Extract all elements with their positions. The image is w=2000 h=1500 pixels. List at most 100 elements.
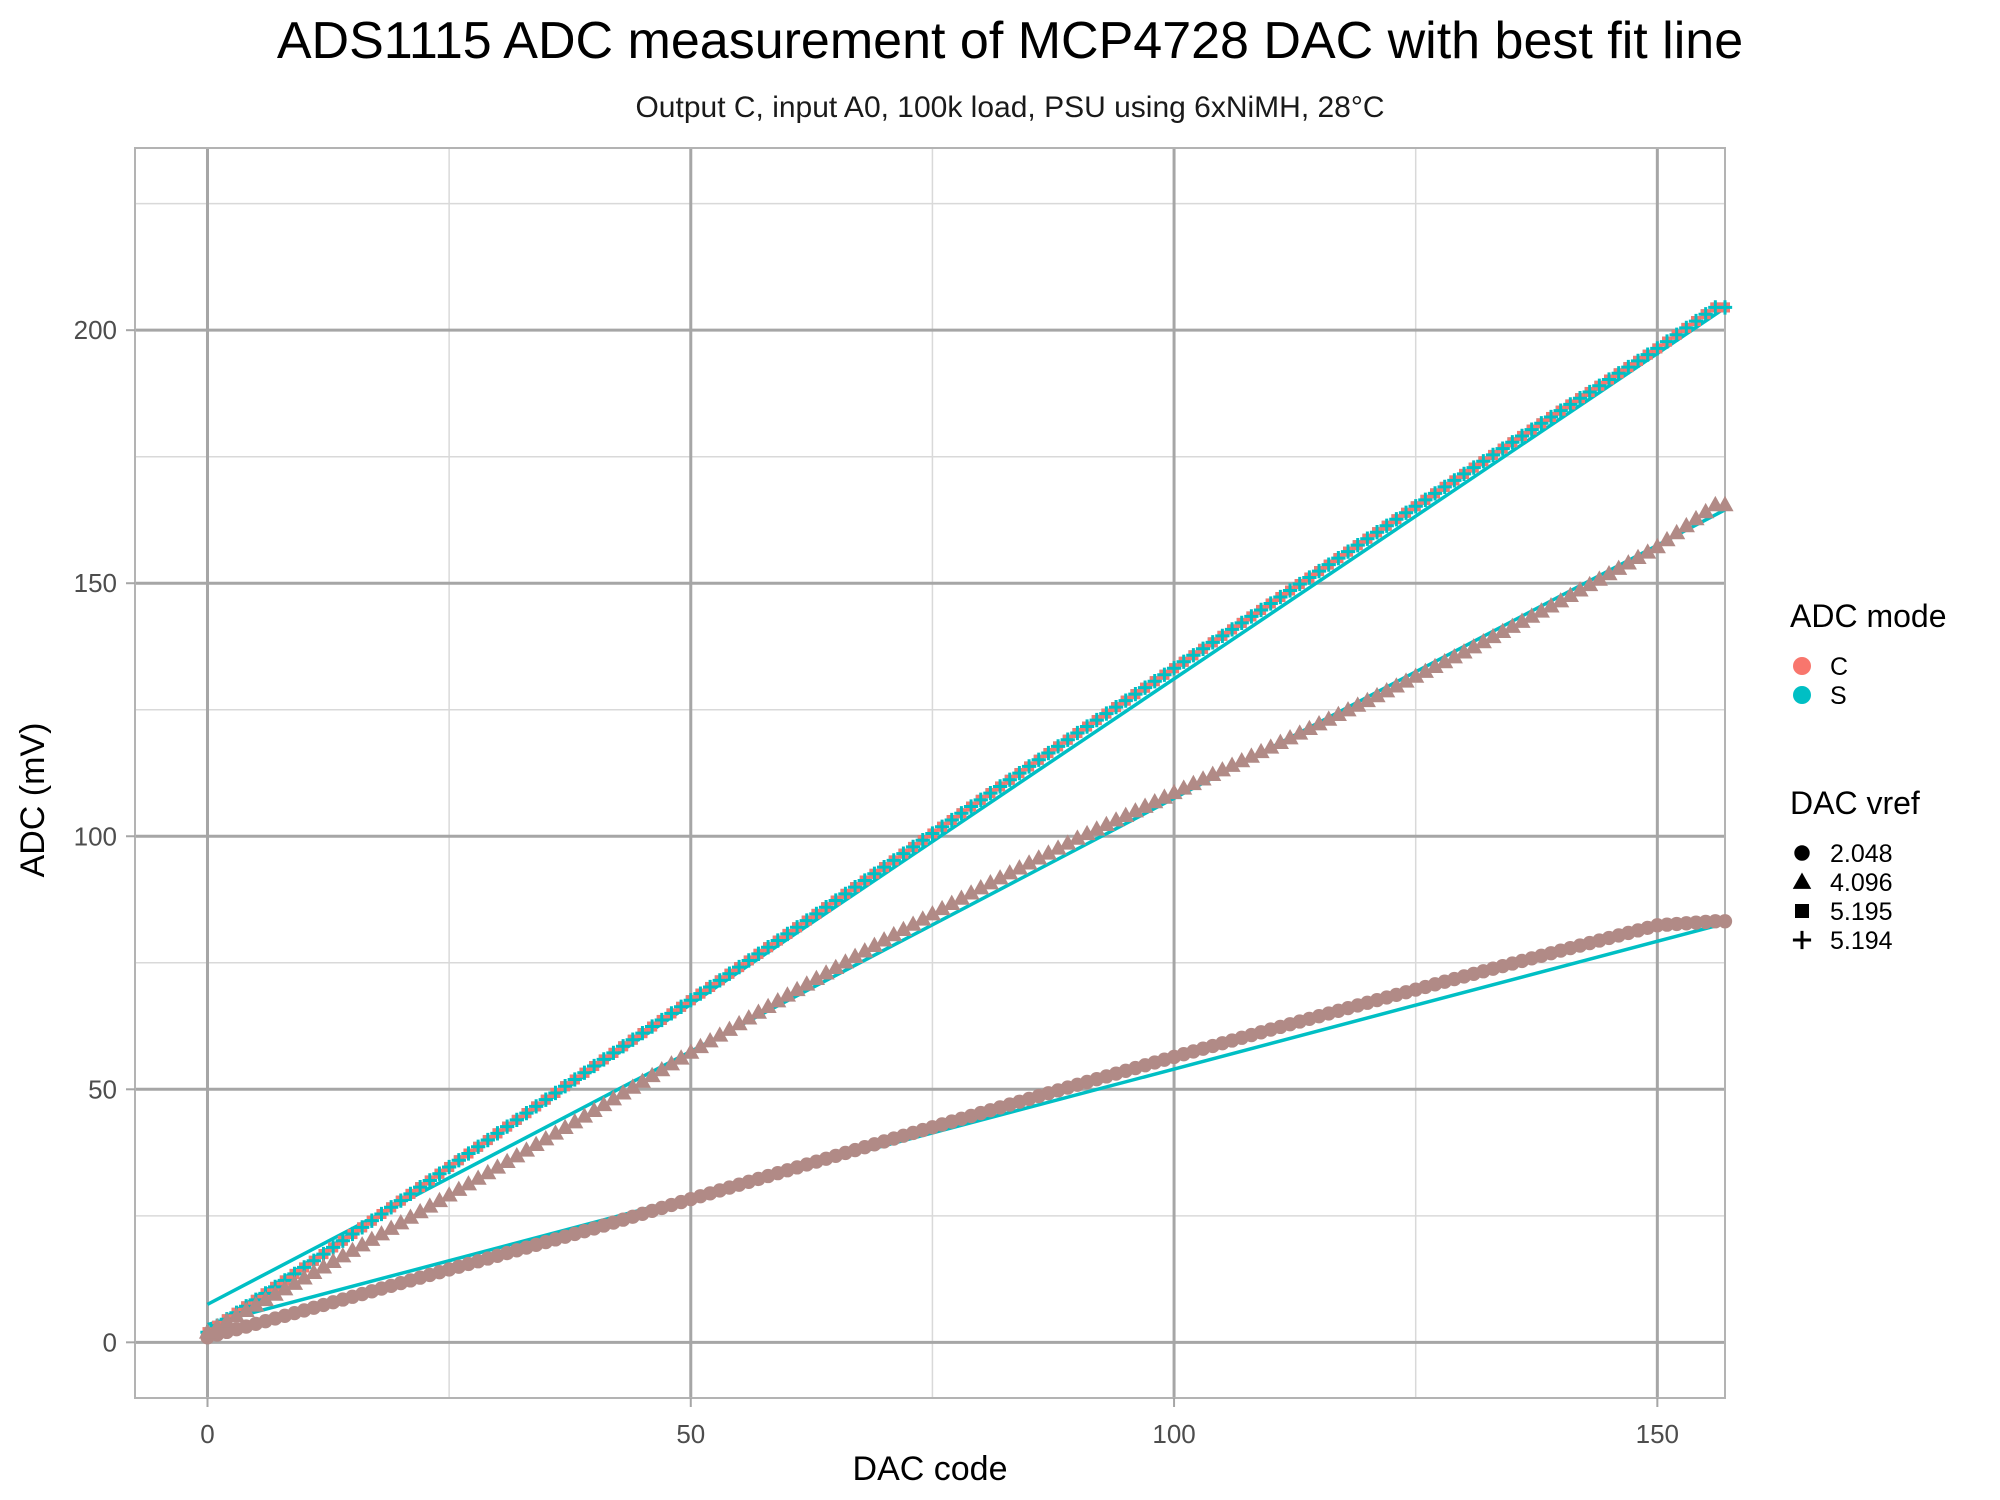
data-point	[1437, 479, 1452, 495]
data-point	[372, 1225, 391, 1241]
data-point	[374, 1206, 389, 1222]
legend-label-vref: 2.048	[1830, 840, 1893, 868]
data-point	[865, 936, 884, 952]
data-point	[1099, 706, 1114, 721]
data-point	[722, 966, 737, 981]
data-point	[1195, 641, 1211, 656]
data-point	[644, 1019, 660, 1034]
data-point	[517, 1141, 536, 1157]
minor-gridlines	[135, 148, 1725, 1398]
data-point	[1447, 473, 1462, 488]
data-point	[606, 1045, 621, 1061]
data-point	[653, 1060, 671, 1077]
data-point	[1155, 788, 1173, 804]
data-point	[314, 1258, 333, 1274]
data-point	[519, 1105, 534, 1121]
data-point	[1320, 710, 1338, 726]
data-point	[335, 1233, 350, 1248]
data-point	[741, 953, 756, 968]
data-point	[904, 915, 922, 931]
data-point	[479, 1163, 497, 1180]
data-point	[567, 1072, 582, 1087]
data-point	[537, 1130, 555, 1146]
data-point	[1350, 538, 1365, 553]
data-point	[1668, 523, 1686, 540]
data-point	[1698, 307, 1713, 322]
legend-key-triangle	[1792, 872, 1812, 889]
data-point	[1078, 824, 1096, 841]
data-point	[470, 1139, 486, 1154]
data-point	[798, 975, 816, 991]
data-point	[586, 1058, 602, 1074]
data-point	[1378, 682, 1396, 698]
data-point	[838, 886, 853, 901]
data-point	[459, 1175, 478, 1191]
legend-key-square	[1795, 904, 1809, 918]
data-point	[1571, 581, 1589, 597]
data-point	[1494, 622, 1512, 639]
data-point	[1687, 509, 1705, 526]
data-point	[1398, 505, 1414, 520]
data-point	[393, 1193, 408, 1208]
data-point	[324, 1252, 342, 1268]
data-point	[480, 1132, 495, 1148]
data-point	[461, 1146, 476, 1161]
data-point	[847, 880, 863, 895]
data-point	[1553, 403, 1568, 418]
data-point	[1223, 756, 1241, 772]
data-point	[1252, 742, 1270, 759]
data-point	[440, 1186, 458, 1202]
data-point	[702, 979, 718, 995]
data-point	[693, 986, 708, 1001]
data-point	[1505, 435, 1520, 450]
data-point	[1659, 334, 1675, 349]
data-point	[1050, 739, 1066, 754]
data-point	[1329, 705, 1347, 722]
data-point	[1021, 759, 1037, 774]
data-point	[683, 993, 698, 1008]
data-point	[1669, 327, 1684, 342]
data-point	[1485, 447, 1501, 463]
data-point	[1339, 701, 1357, 717]
data-point	[972, 879, 990, 895]
data-point	[343, 1241, 362, 1257]
data-point	[836, 953, 855, 969]
data-point	[218, 1312, 236, 1328]
data-point	[1455, 643, 1473, 659]
data-point	[305, 1263, 323, 1279]
data-point	[1128, 687, 1143, 702]
data-point	[575, 1107, 594, 1123]
data-point	[1716, 495, 1734, 512]
data-point	[624, 1078, 642, 1094]
data-point	[1552, 592, 1570, 608]
data-point	[383, 1200, 399, 1215]
data-point	[720, 1020, 739, 1036]
data-point	[354, 1220, 370, 1235]
data-point	[867, 866, 882, 881]
data-point	[363, 1230, 381, 1246]
data-point	[749, 1003, 768, 1019]
data-point	[740, 1009, 758, 1025]
data-point	[1166, 661, 1182, 676]
data-point	[770, 933, 785, 948]
data-point	[237, 1301, 255, 1317]
legend-label-vref: 5.194	[1830, 927, 1893, 955]
series-circle-points	[200, 914, 1733, 1345]
data-point	[1592, 378, 1607, 393]
data-point	[778, 986, 797, 1002]
legend-key-c	[1793, 657, 1811, 675]
data-point	[1088, 820, 1106, 836]
data-point	[1677, 516, 1695, 533]
data-point	[1157, 667, 1172, 682]
data-point	[643, 1066, 661, 1083]
data-point	[1041, 745, 1056, 761]
data-point	[490, 1126, 505, 1141]
data-point	[886, 853, 901, 868]
data-point	[857, 873, 872, 888]
data-point	[1582, 384, 1597, 400]
data-point	[1387, 677, 1405, 693]
data-point	[1273, 589, 1288, 605]
data-point	[1262, 738, 1280, 754]
data-point	[422, 1173, 437, 1188]
data-point	[345, 1226, 360, 1242]
